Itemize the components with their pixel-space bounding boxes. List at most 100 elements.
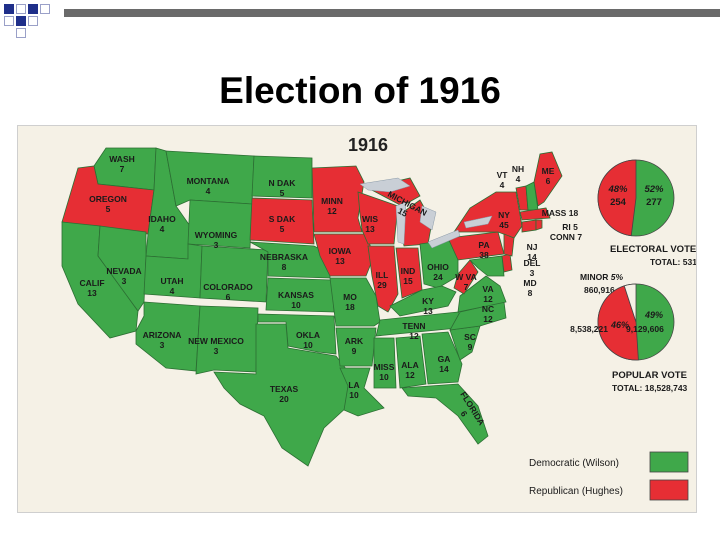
popular-rep-pct: 46%: [610, 320, 629, 330]
state-ky: [389, 285, 457, 317]
state-label-miss: MISS 10: [374, 362, 395, 382]
state-label-nh: NH 4: [512, 164, 524, 184]
election-map: 1916: [17, 125, 697, 513]
state-label-ill: ILL 29: [376, 270, 389, 290]
state-ill: [367, 245, 399, 313]
state-ri: [535, 219, 543, 231]
state-label-va: VA 12: [482, 284, 493, 304]
electoral-rep-votes: 254: [610, 197, 627, 208]
lake-superior: [359, 177, 411, 193]
map-year: 1916: [348, 135, 388, 155]
legend-democratic-swatch: [649, 451, 689, 473]
legend: Democratic (Wilson) Republican (Hughes): [529, 451, 689, 501]
state-label-nj: NJ 14: [527, 242, 538, 262]
electoral-dem-pct: 52%: [644, 184, 664, 195]
state-label-ny: NY 45: [498, 210, 510, 230]
popular-minor-label: MINOR 5%: [580, 272, 623, 282]
popular-pie-republican: [597, 285, 639, 361]
state-label-s-dak: S DAK 5: [269, 214, 296, 234]
lake-ontario: [463, 215, 493, 229]
state-label-calif: CALIF 13: [79, 278, 104, 298]
state-label-ga: GA 14: [438, 354, 451, 374]
state-minn: [311, 165, 365, 233]
popular-dem-pct: 49%: [644, 310, 663, 320]
state-label-ala: ALA 12: [401, 360, 418, 380]
popular-pie-minor: [623, 283, 637, 323]
slide-corner-decoration: [0, 0, 64, 40]
state-label-ky: KY 13: [422, 296, 434, 316]
legend-republican-swatch: [649, 479, 689, 501]
state-label-ind: IND 15: [401, 266, 416, 286]
state-label-new-mexico: NEW MEXICO 3: [188, 336, 244, 356]
state-label-okla: OKLA 10: [296, 330, 320, 350]
electoral-pie-republican: [597, 159, 637, 237]
popular-dem-votes: 9,129,606: [626, 324, 664, 334]
state-ga: [421, 331, 463, 385]
map-svg: 1916: [18, 126, 697, 512]
state-miss: [373, 337, 397, 389]
electoral-dem-votes: 277: [646, 197, 662, 208]
state-md: [469, 255, 505, 277]
state-label-sc: SC 9: [464, 332, 476, 352]
state-colorado: [199, 245, 269, 303]
state-ark: [335, 327, 377, 367]
great-lakes: [359, 177, 493, 249]
electoral-rep-pct: 48%: [607, 184, 628, 195]
electoral-vote-title: ELECTORAL VOTE: [610, 244, 696, 255]
state-label-w-va: W VA 7: [455, 272, 477, 292]
state-label-utah: UTAH 4: [161, 276, 184, 296]
state-label-oregon: OREGON 5: [89, 194, 127, 214]
state-label-wis: WIS 13: [362, 214, 378, 234]
state-label-mo: MO 18: [343, 292, 357, 312]
state-mass: [519, 207, 551, 221]
state-labels: WASH 7 OREGON 5 CALIF 13 IDAHO 4 NEVADA 3 MON…: [79, 154, 582, 427]
state-label-ark: ARK 9: [345, 336, 364, 356]
state-florida: [401, 383, 489, 445]
state-label-nebraska: NEBRASKA 8: [260, 252, 308, 272]
state-okla: [257, 313, 337, 355]
legend-republican-label: Republican (Hughes): [529, 486, 623, 497]
state-s-dak: [249, 197, 315, 245]
popular-vote-total: TOTAL: 18,528,743: [612, 383, 688, 393]
state-label-ri: RI 5: [562, 222, 578, 232]
state-label-vt: VT 4: [497, 170, 509, 190]
electoral-vote-pie: 48% 254 52% 277: [597, 159, 675, 237]
popular-vote-pie: 46% 49%: [597, 283, 675, 361]
lake-erie: [427, 229, 461, 249]
state-conn: [521, 219, 537, 233]
state-label-mass: MASS 18: [542, 208, 579, 218]
state-label-ohio: OHIO 24: [427, 262, 449, 282]
state-label-idaho: IDAHO 4: [148, 214, 176, 234]
state-label-wash: WASH 7: [109, 154, 135, 174]
popular-rep-votes: 8,538,221: [570, 324, 608, 334]
slide-title: Election of 1916: [219, 70, 501, 111]
lake-huron: [419, 205, 437, 231]
state-va: [457, 275, 507, 313]
state-label-colorado: COLORADO 6: [203, 282, 253, 302]
popular-minor-votes: 860,916: [584, 285, 615, 295]
state-label-tenn: TENN 12: [402, 321, 425, 341]
state-label-pa: PA 38: [478, 240, 489, 260]
state-label-conn: CONN 7: [550, 232, 582, 242]
slide-top-bar: [64, 9, 720, 17]
state-label-wyoming: WYOMING 3: [195, 230, 238, 250]
state-label-arizona: ARIZONA 3: [143, 330, 182, 350]
state-label-md: MD 8: [523, 278, 536, 298]
state-label-iowa: IOWA 13: [329, 246, 352, 266]
state-label-nevada: NEVADA 3: [106, 266, 141, 286]
state-la: [339, 367, 385, 417]
legend-democratic-label: Democratic (Wilson): [529, 458, 619, 469]
state-label-montana: MONTANA 4: [187, 176, 230, 196]
state-label-n-dak: N DAK 5: [269, 178, 297, 198]
state-ala: [395, 335, 427, 389]
state-texas: [213, 323, 351, 467]
state-me: [533, 151, 563, 207]
state-wyoming: [187, 199, 253, 249]
state-label-la: LA 10: [348, 380, 359, 400]
state-label-me: ME 6: [542, 166, 555, 186]
state-label-kansas: KANSAS 10: [278, 290, 314, 310]
electoral-vote-total: TOTAL: 531: [650, 257, 696, 267]
state-nj: [503, 233, 515, 257]
state-del: [501, 253, 513, 273]
state-label-del: DEL 3: [524, 258, 541, 278]
